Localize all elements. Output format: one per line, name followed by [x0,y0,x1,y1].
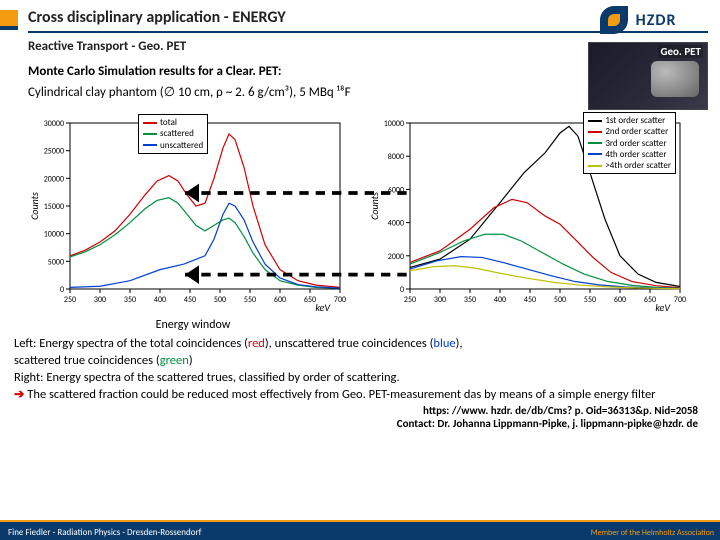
svg-text:450: 450 [524,295,536,305]
svg-text:10000: 10000 [384,119,404,129]
desc-arrow: ➔ [14,387,24,402]
links: https: //www. hzdr. de/db/Cms? p. Oid=36… [14,404,708,432]
svg-text:20000: 20000 [44,174,64,184]
svg-text:keV: keV [315,301,331,314]
svg-text:700: 700 [674,295,686,305]
desc-blue: blue [433,336,455,351]
svg-text:5000: 5000 [48,257,64,267]
svg-text:650: 650 [304,295,316,305]
charts-row: 2503003504004505005506006507000500010000… [0,108,720,318]
svg-text:keV: keV [655,301,671,314]
svg-text:Counts: Counts [368,192,381,220]
footer-left: Fine Fiedler - Radiation Physics - Dresd… [8,527,201,538]
geopet-thumbnail: Geo. PET [588,42,708,110]
svg-text:650: 650 [644,295,656,305]
svg-text:600: 600 [274,295,286,305]
chart-left-legend: totalscatteredunscattered [138,114,208,154]
svg-text:500: 500 [214,295,226,305]
description: Left: Energy spectra of the total coinci… [0,332,720,431]
desc-l2a: scattered true coincidences ( [14,353,160,368]
links-url: https: //www. hzdr. de/db/Cms? p. Oid=36… [423,404,698,417]
footer: Fine Fiedler - Radiation Physics - Dresd… [0,522,720,540]
svg-text:Counts: Counts [28,192,41,220]
desc-green: green [160,353,189,368]
svg-text:250: 250 [404,295,416,305]
chart-right-legend: 1st order scatter2nd order scatter3rd or… [583,112,676,174]
thumbnail-cylinder [651,61,699,97]
svg-text:6000: 6000 [388,185,404,195]
svg-text:350: 350 [124,295,136,305]
desc-l1c: ), [456,336,463,351]
svg-text:300: 300 [434,295,446,305]
svg-text:400: 400 [494,295,506,305]
svg-text:550: 550 [584,295,596,305]
svg-text:600: 600 [614,295,626,305]
svg-text:4000: 4000 [388,219,404,229]
svg-text:2000: 2000 [388,252,404,262]
desc-l1b: ), unscattered true coincidences ( [265,336,434,351]
svg-text:250: 250 [64,295,76,305]
desc-red: red [248,336,265,351]
svg-text:30000: 30000 [44,119,64,129]
svg-text:700: 700 [334,295,346,305]
thumbnail-label: Geo. PET [658,45,703,58]
logo-icon [600,6,628,34]
chart-right: 250 300 350 400 450 500 550 600 650 700 0 2000 4000 6… [368,108,698,318]
hzdr-logo: HZDR [600,6,710,34]
svg-text:15000: 15000 [44,202,64,212]
accent-bar [0,10,18,28]
svg-text:0: 0 [400,285,404,295]
svg-text:350: 350 [464,295,476,305]
svg-text:300: 300 [94,295,106,305]
links-contact: Contact: [397,417,438,430]
svg-text:400: 400 [154,295,166,305]
desc-l2b: ) [189,353,193,368]
desc-l3: Right: Energy spectra of the scattered t… [14,370,400,385]
footer-right: Member of the Helmholtz Association [591,528,714,538]
logo-text: HZDR [636,11,677,30]
svg-text:10000: 10000 [44,230,64,240]
svg-text:0: 0 [60,285,64,295]
svg-text:500: 500 [554,295,566,305]
chart-left: 250 300 350 400 450 500 550 600 650 700 0 5000 10000… [28,108,358,318]
energy-window-label: Energy window [28,318,358,332]
svg-text:450: 450 [184,295,196,305]
svg-text:8000: 8000 [388,152,404,162]
links-contact-val: Dr. Johanna Lippmann-Pipke, j. lippmann-… [437,417,698,430]
svg-text:550: 550 [244,295,256,305]
desc-l4: The scattered fraction could be reduced … [24,387,655,402]
svg-text:25000: 25000 [44,147,64,157]
desc-l1a: Left: Energy spectra of the total coinci… [14,336,248,351]
